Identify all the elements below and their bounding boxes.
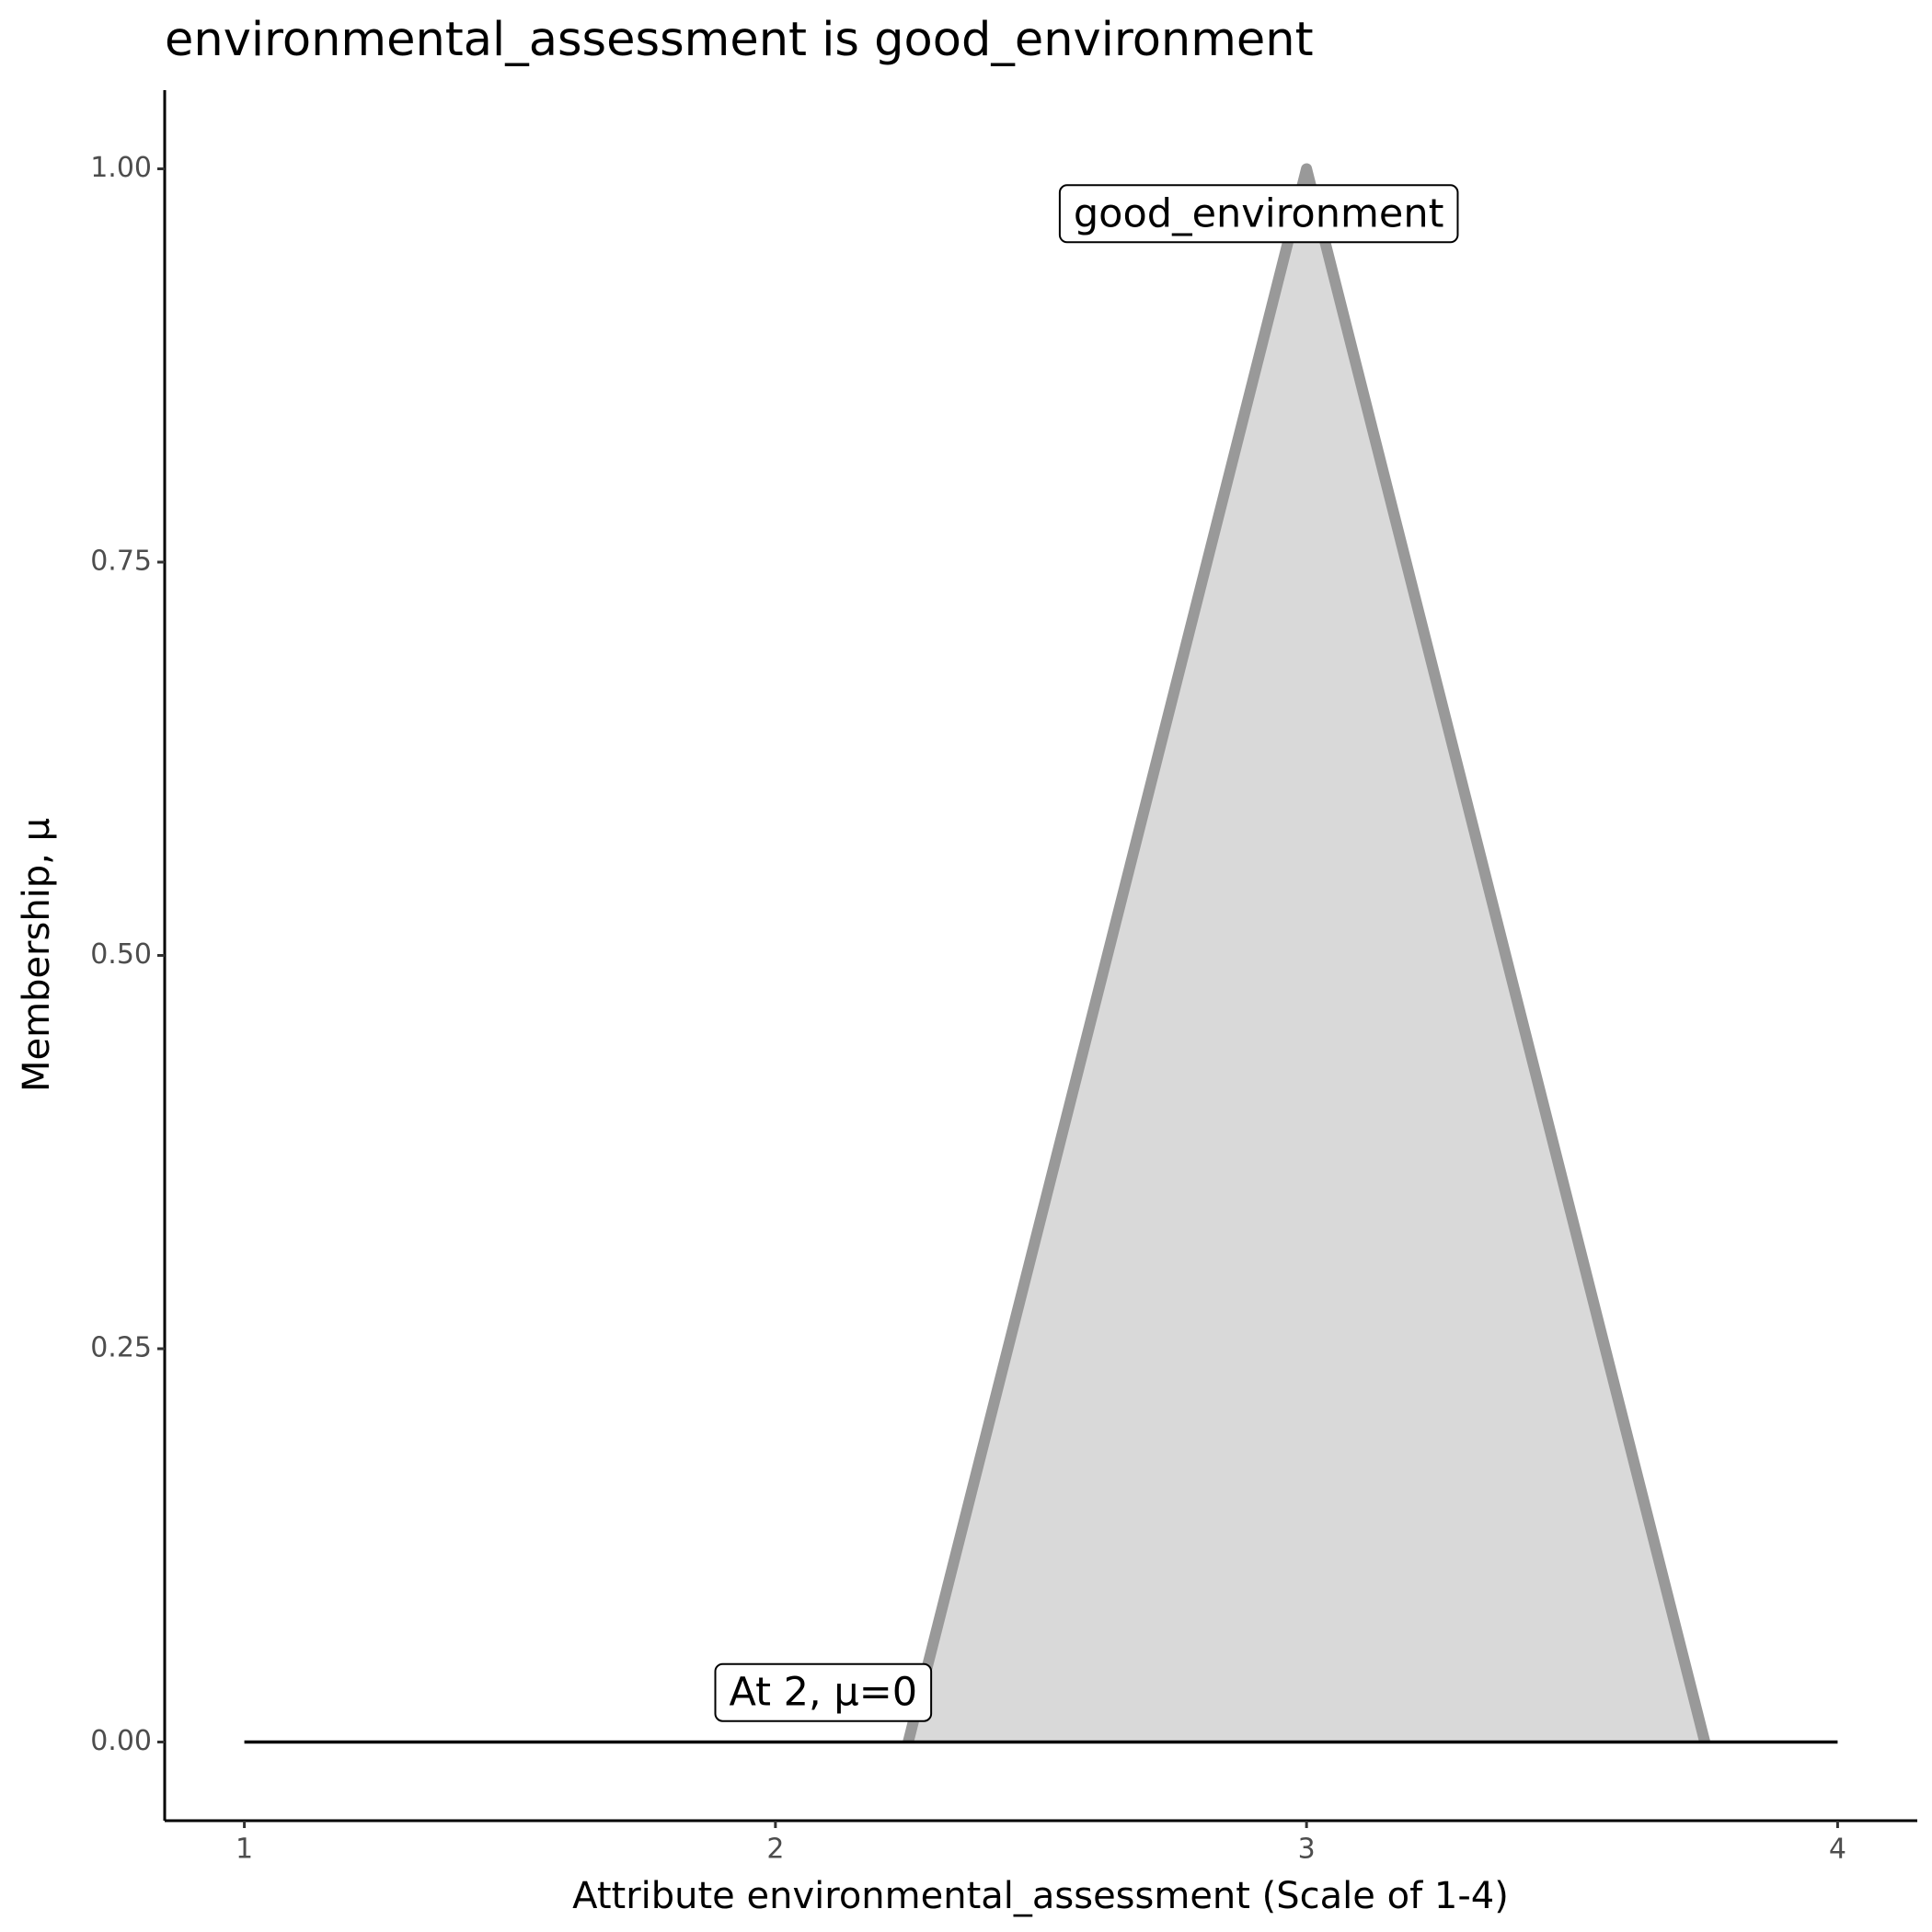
x-tick-label: 1 (236, 1834, 253, 1866)
y-tick-label: 0.75 (90, 546, 152, 578)
annotation-label: At 2, μ=0 (729, 1670, 917, 1716)
area-fill (908, 168, 1706, 1742)
chart-title: environmental_assessment is good_environ… (165, 13, 1314, 67)
x-tick-label: 2 (766, 1834, 784, 1866)
x-tick-label: 4 (1829, 1834, 1846, 1866)
y-axis-title: Membership, μ (16, 818, 58, 1092)
membership-line (903, 163, 1710, 1743)
y-tick-label: 0.00 (90, 1725, 152, 1757)
y-tick-label: 0.50 (90, 938, 152, 971)
annotation-box (714, 1662, 933, 1722)
annotation-label: good_environment (1074, 190, 1444, 236)
x-axis-title: Attribute environmental_assessment (Scal… (572, 1875, 1509, 1917)
y-tick-label: 1.00 (90, 152, 152, 184)
x-tick-label: 3 (1298, 1834, 1316, 1866)
y-tick-label: 0.25 (90, 1332, 152, 1364)
annotation-box (1058, 184, 1459, 244)
